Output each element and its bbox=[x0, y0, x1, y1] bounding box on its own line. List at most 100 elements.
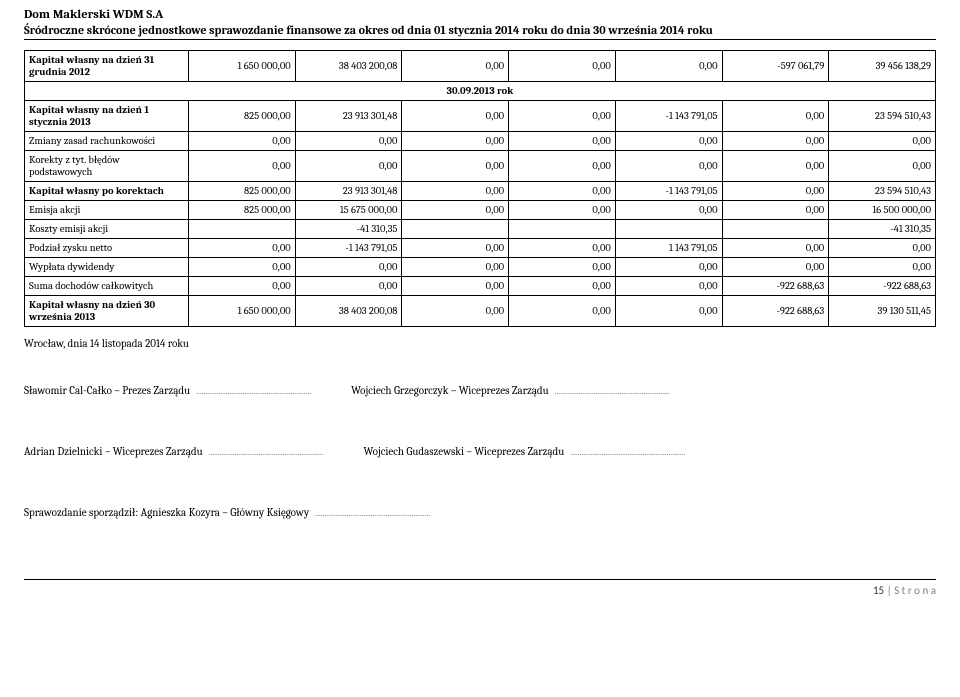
cell bbox=[402, 220, 509, 239]
table-row: Kapitał własny na dzień 1 stycznia 20138… bbox=[25, 101, 936, 132]
cell: 0,00 bbox=[402, 277, 509, 296]
page-number: 15 bbox=[873, 584, 884, 597]
cell: 0,00 bbox=[829, 151, 936, 182]
signature-line: ........................................… bbox=[209, 448, 324, 458]
cell: 0,00 bbox=[829, 132, 936, 151]
cell: 39 130 511,45 bbox=[829, 296, 936, 327]
page-footer: 15 | S t r o n a bbox=[24, 579, 936, 597]
cell: 0,00 bbox=[402, 258, 509, 277]
table-row: Kapitał własny na dzień 31 grudnia 20121… bbox=[25, 51, 936, 82]
cell: 1 650 000,00 bbox=[189, 296, 296, 327]
cell: 0,00 bbox=[509, 201, 616, 220]
row-label: Kapitał własny na dzień 31 grudnia 2012 bbox=[25, 51, 189, 82]
cell: 0,00 bbox=[402, 182, 509, 201]
cell: 825 000,00 bbox=[189, 201, 296, 220]
cell: 0,00 bbox=[295, 258, 402, 277]
cell: 0,00 bbox=[829, 239, 936, 258]
signer-name: Adrian Dzielnicki – Wiceprezes Zarządu bbox=[24, 445, 203, 458]
cell: 0,00 bbox=[189, 277, 296, 296]
place-date: Wrocław, dnia 14 listopada 2014 roku bbox=[24, 337, 936, 350]
signature-line: ........................................… bbox=[315, 509, 430, 519]
cell: 0,00 bbox=[615, 51, 722, 82]
row-label: Koszty emisji akcji bbox=[25, 220, 189, 239]
cell: 23 913 301,48 bbox=[295, 101, 402, 132]
cell: -922 688,63 bbox=[722, 296, 829, 327]
cell bbox=[189, 220, 296, 239]
cell bbox=[615, 220, 722, 239]
cell: 0,00 bbox=[402, 239, 509, 258]
cell: 0,00 bbox=[509, 258, 616, 277]
table-row: Podział zysku netto0,00-1 143 791,050,00… bbox=[25, 239, 936, 258]
cell: 16 500 000,00 bbox=[829, 201, 936, 220]
cell: 0,00 bbox=[402, 51, 509, 82]
signer-name: Wojciech Gudaszewski – Wiceprezes Zarząd… bbox=[364, 445, 565, 458]
cell: 0,00 bbox=[722, 258, 829, 277]
cell: 15 675 000,00 bbox=[295, 201, 402, 220]
cell: 0,00 bbox=[402, 201, 509, 220]
cell: 0,00 bbox=[509, 151, 616, 182]
cell: 1 143 791,05 bbox=[615, 239, 722, 258]
table-row: Suma dochodów całkowitych0,000,000,000,0… bbox=[25, 277, 936, 296]
cell: 0,00 bbox=[722, 151, 829, 182]
signature-row: Adrian Dzielnicki – Wiceprezes Zarządu .… bbox=[24, 445, 936, 458]
row-label: Emisja akcji bbox=[25, 201, 189, 220]
cell: 0,00 bbox=[615, 151, 722, 182]
table-row: Zmiany zasad rachunkowości0,000,000,000,… bbox=[25, 132, 936, 151]
cell: 0,00 bbox=[509, 296, 616, 327]
signer: Sławomir Cal-Całko – Prezes Zarządu ....… bbox=[24, 384, 311, 397]
cell: 0,00 bbox=[402, 101, 509, 132]
cell: 0,00 bbox=[615, 201, 722, 220]
cell: 0,00 bbox=[722, 132, 829, 151]
cell: 0,00 bbox=[615, 277, 722, 296]
header-rule bbox=[24, 39, 936, 40]
signature-line: ........................................… bbox=[555, 387, 670, 397]
cell: -922 688,63 bbox=[722, 277, 829, 296]
table-row: Emisja akcji825 000,0015 675 000,000,000… bbox=[25, 201, 936, 220]
table-row: Korekty z tyt. błędów podstawowych0,000,… bbox=[25, 151, 936, 182]
cell: -1 143 791,05 bbox=[615, 101, 722, 132]
page-label: | S t r o n a bbox=[884, 584, 936, 597]
period-label: 30.09.2013 rok bbox=[25, 82, 936, 101]
row-label: Kapitał własny po korektach bbox=[25, 182, 189, 201]
signer: Wojciech Grzegorczyk – Wiceprezes Zarząd… bbox=[351, 384, 670, 397]
signature-line: ........................................… bbox=[196, 387, 311, 397]
cell: 0,00 bbox=[509, 132, 616, 151]
signature-row: Sprawozdanie sporządził: Agnieszka Kozyr… bbox=[24, 506, 936, 519]
cell: 0,00 bbox=[189, 258, 296, 277]
equity-table: Kapitał własny na dzień 31 grudnia 20121… bbox=[24, 50, 936, 327]
cell: 0,00 bbox=[722, 239, 829, 258]
cell: 0,00 bbox=[722, 201, 829, 220]
cell: 0,00 bbox=[509, 239, 616, 258]
signature-row: Sławomir Cal-Całko – Prezes Zarządu ....… bbox=[24, 384, 936, 397]
row-label: Wypłata dywidendy bbox=[25, 258, 189, 277]
cell: 0,00 bbox=[295, 151, 402, 182]
signer-name: Sławomir Cal-Całko – Prezes Zarządu bbox=[24, 384, 190, 397]
cell: 0,00 bbox=[189, 239, 296, 258]
company-name: Dom Maklerski WDM S.A bbox=[24, 8, 936, 22]
cell: 0,00 bbox=[402, 132, 509, 151]
cell: 0,00 bbox=[722, 101, 829, 132]
signature-line: ........................................… bbox=[570, 448, 685, 458]
table-row: Wypłata dywidendy0,000,000,000,000,000,0… bbox=[25, 258, 936, 277]
cell: -41 310,35 bbox=[829, 220, 936, 239]
period-row: 30.09.2013 rok bbox=[25, 82, 936, 101]
signer-name: Wojciech Grzegorczyk – Wiceprezes Zarząd… bbox=[351, 384, 549, 397]
signer-name: Sprawozdanie sporządził: Agnieszka Kozyr… bbox=[24, 506, 309, 519]
row-label: Suma dochodów całkowitych bbox=[25, 277, 189, 296]
cell: 0,00 bbox=[295, 132, 402, 151]
cell: -1 143 791,05 bbox=[615, 182, 722, 201]
signatures-block: Sławomir Cal-Całko – Prezes Zarządu ....… bbox=[24, 384, 936, 519]
cell: -41 310,35 bbox=[295, 220, 402, 239]
cell: 0,00 bbox=[509, 101, 616, 132]
row-label: Kapitał własny na dzień 1 stycznia 2013 bbox=[25, 101, 189, 132]
cell: 825 000,00 bbox=[189, 182, 296, 201]
cell: 0,00 bbox=[402, 296, 509, 327]
cell: 23 594 510,43 bbox=[829, 182, 936, 201]
cell: 0,00 bbox=[615, 132, 722, 151]
cell: 23 913 301,48 bbox=[295, 182, 402, 201]
cell: 38 403 200,08 bbox=[295, 51, 402, 82]
cell: 0,00 bbox=[509, 182, 616, 201]
row-label: Korekty z tyt. błędów podstawowych bbox=[25, 151, 189, 182]
cell: 1 650 000,00 bbox=[189, 51, 296, 82]
cell: 0,00 bbox=[615, 296, 722, 327]
